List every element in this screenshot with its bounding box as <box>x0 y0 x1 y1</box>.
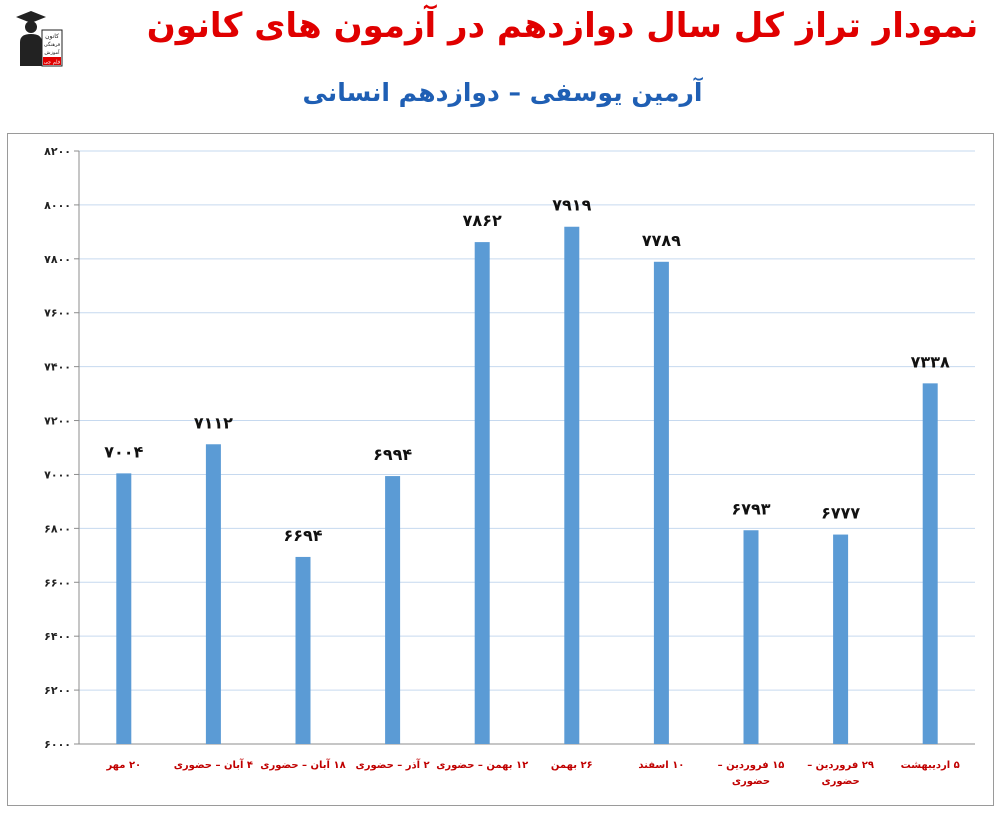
x-tick-label: ۱۸ آبان – حضوری <box>260 758 345 771</box>
x-tick-label: حضوری <box>821 776 859 787</box>
x-tick-label: ۱۲ بهمن – حضوری <box>436 760 528 771</box>
bar <box>743 530 759 744</box>
bar <box>564 226 580 744</box>
y-tick-label: ۷۰۰۰ <box>44 468 71 481</box>
x-tick-label: ۱۰ اسفند <box>638 760 684 771</box>
y-tick-label: ۷۲۰۰ <box>44 415 71 428</box>
y-tick-label: ۶۰۰۰ <box>44 738 71 751</box>
data-label: ۶۷۷۷ <box>821 504 860 523</box>
logo-line: کانون <box>45 33 59 40</box>
data-labels: ۷۰۰۴ ۷۱۱۲ ۶۶۹۴ ۶۹۹۴ ۷۸۶۲ ۷۹۱۹ ۷۷۸۹ ۶۷۹۳ ۶۷۷۷ ۷۳۳۸ <box>104 196 950 545</box>
x-tick-label: ۲ آذر – حضوری <box>356 758 430 771</box>
y-tick-label: ۶۲۰۰ <box>44 684 71 697</box>
bar <box>116 473 132 744</box>
logo-line: فرهنگی <box>44 41 61 48</box>
y-tick-label: ۶۸۰۰ <box>44 522 71 535</box>
x-tick-label: ۲۰ مهر <box>105 760 141 771</box>
data-label: ۷۹۱۹ <box>552 196 591 215</box>
chart-subtitle: آرمین یوسفی – دوازدهم انسانی <box>302 78 703 107</box>
data-label: ۶۹۹۴ <box>373 445 412 464</box>
gridlines <box>74 150 975 745</box>
y-tick-label: ۸۲۰۰ <box>44 145 71 158</box>
bars <box>116 226 938 744</box>
x-tick-label: ۴ آبان – حضوری <box>174 758 253 771</box>
data-label: ۷۸۶۲ <box>463 211 502 230</box>
data-label: ۷۳۳۸ <box>911 352 950 371</box>
x-tick-label: ۱۵ فروردین – <box>718 760 785 771</box>
y-tick-label: ۷۴۰۰ <box>44 361 71 374</box>
graduate-logo-icon: کانون فرهنگی آموزش قلم چی <box>16 11 63 67</box>
logo-line: آموزش <box>44 49 60 56</box>
y-axis-ticks: ۶۰۰۰ ۶۲۰۰ ۶۴۰۰ ۶۶۰۰ ۶۸۰۰ ۷۰۰۰ ۷۲۰۰ ۷۴۰۰ ۷۶۰۰ ۷۸۰۰… <box>44 145 71 751</box>
data-label: ۶۶۹۴ <box>283 526 322 545</box>
y-tick-label: ۷۶۰۰ <box>44 307 71 320</box>
data-label: ۷۰۰۴ <box>104 442 143 461</box>
y-tick-label: ۶۴۰۰ <box>44 630 71 643</box>
chart-title: نمودار تراز کل سال دوازدهم در آزمون های … <box>146 6 979 46</box>
y-tick-label: ۸۰۰۰ <box>44 199 71 212</box>
x-tick-label: حضوری <box>732 776 770 787</box>
bar <box>922 383 938 744</box>
bar <box>295 556 311 744</box>
data-label: ۶۷۹۳ <box>731 499 770 518</box>
bar <box>833 534 849 744</box>
y-tick-label: ۶۶۰۰ <box>44 576 71 589</box>
data-label: ۷۱۱۲ <box>194 413 233 432</box>
bar <box>205 444 221 744</box>
chart-frame <box>7 133 994 806</box>
x-axis-labels: ۲۰ مهر ۴ آبان – حضوری ۱۸ آبان – حضوری ۲ آذر… <box>105 758 959 787</box>
x-tick-label: ۲۹ فروردین – <box>807 760 874 771</box>
bar <box>653 261 669 744</box>
y-tick-label: ۷۸۰۰ <box>44 253 71 266</box>
bar <box>474 242 490 744</box>
data-label: ۷۷۸۹ <box>642 231 681 250</box>
bar <box>385 476 401 744</box>
x-tick-label: ۵ اردیبهشت <box>901 760 960 771</box>
logo-line: قلم چی <box>44 60 61 66</box>
logo: کانون فرهنگی آموزش قلم چی <box>14 8 66 70</box>
x-tick-label: ۲۶ بهمن <box>551 760 593 771</box>
